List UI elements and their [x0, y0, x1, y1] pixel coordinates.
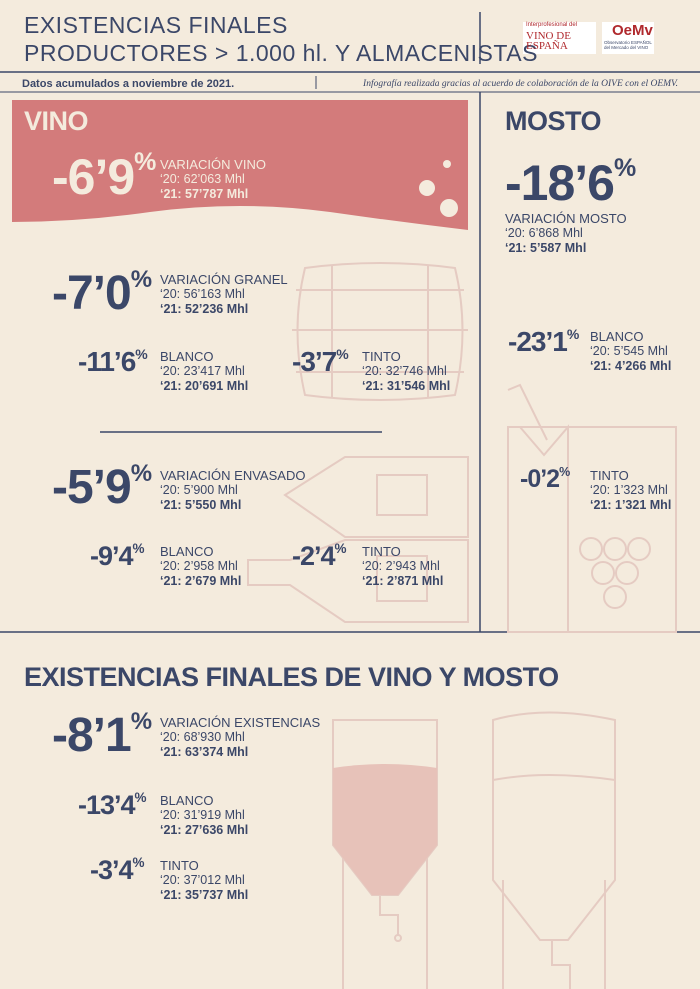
current-value: ‘21: 63’374 Mhl [160, 745, 249, 759]
previous-value: ‘20: 6’868 Mhl [505, 226, 583, 240]
stat-text: TINTO ‘20: 37’012 Mhl ‘21: 35’737 Mhl [160, 858, 248, 903]
previous-value: ‘20: 2’943 Mhl [362, 559, 440, 573]
stat-label: BLANCO [590, 329, 644, 344]
stat-label: TINTO [160, 858, 199, 873]
percent-change: -6’9% [52, 147, 156, 205]
percent-change: -3’4% [90, 854, 145, 885]
current-value: ‘21: 1’321 Mhl [590, 498, 672, 512]
stat-label: TINTO [362, 544, 401, 559]
title: EXISTENCIAS FINALES [24, 12, 288, 38]
previous-value: ‘20: 23’417 Mhl [160, 364, 245, 378]
stat-label: BLANCO [160, 544, 214, 559]
current-value: ‘21: 35’737 Mhl [160, 888, 249, 902]
percent-change: -9’4% [90, 540, 145, 571]
current-value: ‘21: 2’679 Mhl [160, 574, 242, 588]
stat-text: VARIACIÓN ENVASADO ‘20: 5’900 Mhl ‘21: 5’5… [160, 468, 305, 513]
percent-change: -0’2% [520, 464, 570, 493]
logo-text: Interprofesional del [526, 22, 578, 28]
credit-note: Infografía realizada gracias al acuerdo … [363, 79, 678, 89]
stat-text: VARIACIÓN VINO ‘20: 62’063 Mhl ‘21: 57’787… [160, 157, 266, 202]
stat-label: TINTO [590, 468, 629, 483]
previous-value: ‘20: 56’163 Mhl [160, 287, 245, 301]
previous-value: ‘20: 62’063 Mhl [160, 172, 245, 186]
stat-text: TINTO ‘20: 1’323 Mhl ‘21: 1’321 Mhl [590, 468, 671, 513]
stat-label: VARIACIÓN EXISTENCIAS [160, 715, 321, 730]
previous-value: ‘20: 31’919 Mhl [160, 808, 245, 822]
previous-value: ‘20: 5’900 Mhl [160, 483, 238, 497]
percent-change: -7’0% [52, 265, 152, 320]
percent-change: -3’7% [292, 345, 349, 377]
previous-value: ‘20: 2’958 Mhl [160, 559, 238, 573]
logo-text: OeMv [612, 22, 653, 39]
stat-text: VARIACIÓN MOSTO ‘20: 6’868 Mhl ‘21: 5’587 … [505, 211, 627, 256]
previous-value: ‘20: 37’012 Mhl [160, 873, 245, 887]
current-value: ‘21: 52’236 Mhl [160, 302, 249, 316]
section-heading: VINO [24, 106, 89, 136]
percent-change: -11’6% [78, 345, 148, 377]
section-heading: EXISTENCIAS FINALES DE VINO Y MOSTO [24, 662, 559, 692]
percent-change: -23’1% [508, 325, 579, 357]
logo-text: VINO DE ESPAÑA [526, 30, 571, 52]
section-heading: MOSTO [505, 106, 602, 136]
current-value: ‘21: 4’266 Mhl [590, 359, 672, 373]
percent-change: -18’6% [505, 153, 636, 211]
previous-value: ‘20: 68’930 Mhl [160, 730, 245, 744]
stat-label: VARIACIÓN MOSTO [505, 211, 627, 226]
stat-label: VARIACIÓN GRANEL [160, 272, 288, 287]
stat-label: BLANCO [160, 349, 214, 364]
current-value: ‘21: 5’587 Mhl [505, 241, 587, 255]
percent-change: -5’9% [52, 459, 152, 514]
stat-text: BLANCO ‘20: 2’958 Mhl ‘21: 2’679 Mhl [160, 544, 241, 589]
stat-label: VARIACIÓN ENVASADO [160, 468, 306, 483]
title: PRODUCTORES > 1.000 hl. Y ALMACENISTAS [24, 40, 538, 66]
current-value: ‘21: 5’550 Mhl [160, 498, 242, 512]
stat-text: BLANCO ‘20: 31’919 Mhl ‘21: 27’636 Mhl [160, 793, 248, 838]
previous-value: ‘20: 5’545 Mhl [590, 344, 668, 358]
stat-text: BLANCO ‘20: 5’545 Mhl ‘21: 4’266 Mhl [590, 329, 671, 374]
logo-text: Observatorio ESPAÑOL del Mercado del VIN… [604, 40, 652, 50]
date-note: Datos acumulados a noviembre de 2021. [22, 78, 235, 90]
percent-change: -2’4% [292, 540, 347, 571]
previous-value: ‘20: 32’746 Mhl [362, 364, 447, 378]
previous-value: ‘20: 1’323 Mhl [590, 483, 668, 497]
stat-text: VARIACIÓN EXISTENCIAS ‘20: 68’930 Mhl ‘21:… [160, 715, 320, 760]
percent-change: -8’1% [52, 707, 152, 762]
stat-label: TINTO [362, 349, 401, 364]
stat-label: VARIACIÓN VINO [160, 157, 266, 172]
current-value: ‘21: 27’636 Mhl [160, 823, 249, 837]
current-value: ‘21: 20’691 Mhl [160, 379, 249, 393]
current-value: ‘21: 2’871 Mhl [362, 574, 444, 588]
stat-label: BLANCO [160, 793, 214, 808]
current-value: ‘21: 31’546 Mhl [362, 379, 451, 393]
stat-text: VARIACIÓN GRANEL ‘20: 56’163 Mhl ‘21: 52’2… [160, 272, 288, 317]
stat-text: BLANCO ‘20: 23’417 Mhl ‘21: 20’691 Mhl [160, 349, 248, 394]
current-value: ‘21: 57’787 Mhl [160, 187, 249, 201]
stat-text: TINTO ‘20: 2’943 Mhl ‘21: 2’871 Mhl [362, 544, 443, 589]
percent-change: -13’4% [78, 789, 147, 820]
stat-text: TINTO ‘20: 32’746 Mhl ‘21: 31’546 Mhl [362, 349, 450, 394]
